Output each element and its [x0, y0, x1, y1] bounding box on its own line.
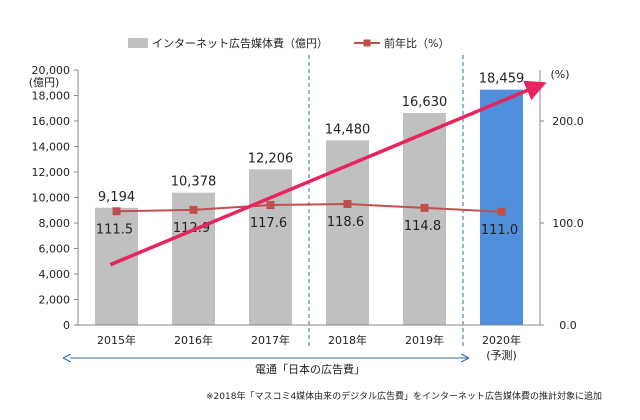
line-value-label: 112.9	[173, 221, 210, 236]
footnote: ※2018年「マスコミ4媒体由来のデジタル広告費」をインターネット広告媒体費の推…	[206, 390, 602, 402]
left-tick-label: 12,000	[32, 166, 71, 179]
category-label: 2017年	[251, 333, 290, 347]
bar-2017年	[249, 169, 292, 325]
line-value-label: 117.6	[250, 216, 287, 231]
bar-2020年	[480, 89, 523, 325]
line-value-label: 118.6	[327, 215, 364, 230]
bar-2015年	[95, 207, 138, 325]
left-axis-ticks: 0 2,000 4,000 6,000 8,000 10,000 12,000 14,000 1…	[32, 64, 78, 332]
left-tick-label: 0	[63, 319, 70, 332]
category-label: 2018年	[328, 333, 367, 347]
line-point	[420, 203, 429, 212]
bar-series: 9,194 10,378 12,206 14,480 16,630 18,459	[95, 72, 524, 325]
line-series: 111.5 112.9 117.6 118.6 114.8 111.0	[96, 200, 518, 238]
line-point	[497, 207, 506, 216]
left-tick-label: 20,000	[32, 64, 71, 77]
bar-value-label: 14,480	[325, 122, 371, 137]
right-tick-label: 100.0	[552, 217, 584, 230]
left-tick-label: 6,000	[39, 243, 71, 256]
axes	[77, 70, 541, 326]
legend: インターネット広告媒体費（億円） 前年比（%）	[128, 36, 449, 50]
line-value-label: 114.8	[404, 219, 441, 234]
trend-arrow-group	[109, 80, 547, 267]
bar-2019年	[403, 112, 446, 325]
legend-swatch-marker	[363, 39, 371, 47]
left-tick-label: 18,000	[32, 90, 71, 103]
legend-label-line: 前年比（%）	[384, 36, 449, 50]
category-label: 2020年	[482, 333, 521, 347]
trend-arrow	[109, 80, 547, 267]
line-point	[343, 200, 352, 209]
left-tick-label: 14,000	[32, 141, 71, 154]
left-tick-label: 8,000	[39, 217, 71, 230]
right-axis-ticks: 0.0 100.0 200.0	[540, 115, 584, 332]
bar-value-label: 9,194	[98, 190, 135, 205]
bar-2018年	[326, 140, 369, 325]
category-label: 2015年	[97, 333, 136, 347]
line-point	[266, 201, 275, 210]
right-tick-label: 200.0	[552, 115, 584, 128]
bar-value-label: 18,459	[479, 72, 525, 87]
legend-swatch-bar	[128, 38, 148, 48]
bar-value-label: 10,378	[171, 175, 217, 190]
line-value-label: 111.5	[96, 222, 133, 237]
legend-label-bar: インターネット広告媒体費（億円）	[152, 36, 328, 50]
bar-2016年	[172, 192, 215, 325]
left-axis-unit: (億円)	[29, 76, 60, 89]
bar-value-label: 16,630	[402, 95, 448, 110]
line-point	[112, 207, 121, 216]
category-label: 2019年	[405, 333, 444, 347]
source-label: 電通「日本の広告費」	[255, 362, 365, 376]
line-point	[189, 205, 198, 214]
bar-value-label: 12,206	[248, 151, 294, 166]
line-path	[116, 203, 502, 213]
right-axis-unit: (%)	[550, 68, 569, 81]
left-tick-label: 16,000	[32, 115, 71, 128]
left-tick-label: 2,000	[39, 294, 71, 307]
right-tick-label: 0.0	[559, 319, 577, 332]
category-label: 2016年	[174, 333, 213, 347]
category-sublabel: (予測)	[486, 348, 517, 362]
line-value-label: 111.0	[481, 223, 518, 238]
category-labels: 2015年 2016年 2017年 2018年 2019年 2020年(予測)	[97, 333, 521, 362]
left-tick-label: 10,000	[32, 192, 71, 205]
left-tick-label: 4,000	[39, 268, 71, 281]
